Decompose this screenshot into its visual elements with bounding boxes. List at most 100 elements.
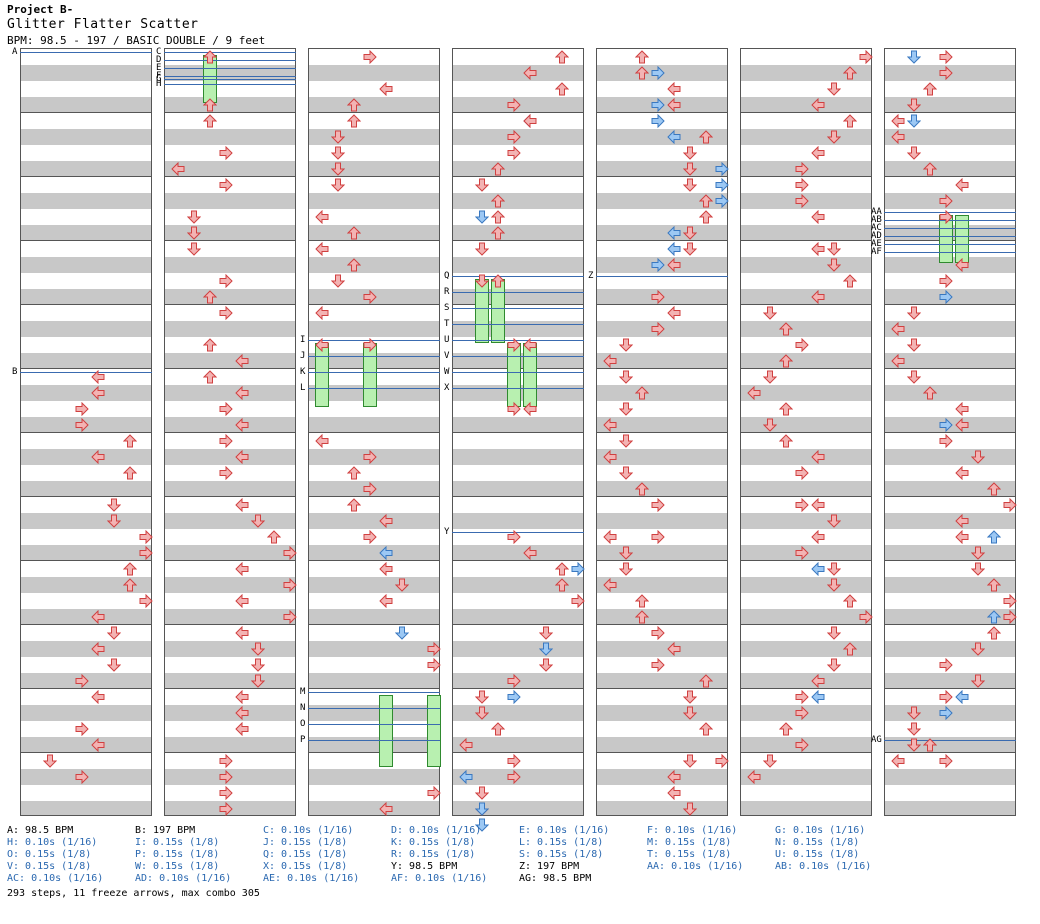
measure-line <box>21 240 151 241</box>
measure-line <box>21 432 151 433</box>
legend-bpm: B: 197 BPM <box>135 825 196 836</box>
right-arrow-icon <box>219 465 233 481</box>
measure-line <box>885 624 1015 625</box>
down-arrow-icon <box>250 641 266 656</box>
down-arrow-icon <box>106 497 122 512</box>
up-arrow-icon <box>346 97 362 112</box>
left-arrow-icon <box>811 689 825 705</box>
left-arrow-icon <box>811 97 825 113</box>
down-arrow-icon <box>906 369 922 384</box>
left-arrow-icon <box>891 353 905 369</box>
right-arrow-icon <box>1003 593 1017 609</box>
measure-line <box>309 752 439 753</box>
down-arrow-icon <box>906 737 922 752</box>
left-arrow-icon <box>603 417 617 433</box>
down-arrow-icon <box>330 161 346 176</box>
down-arrow-icon <box>618 465 634 480</box>
down-arrow-icon <box>474 273 490 288</box>
right-arrow-icon <box>219 273 233 289</box>
up-arrow-icon <box>922 161 938 176</box>
left-arrow-icon <box>811 497 825 513</box>
left-arrow-icon <box>91 609 105 625</box>
left-arrow-icon <box>91 385 105 401</box>
legend-stop: T: 0.15s (1/8) <box>647 849 732 860</box>
up-arrow-icon <box>698 129 714 144</box>
down-arrow-icon <box>906 49 922 64</box>
down-arrow-icon <box>618 433 634 448</box>
up-arrow-icon <box>202 369 218 384</box>
legend-stop: P: 0.15s (1/8) <box>135 849 220 860</box>
down-arrow-icon <box>826 561 842 576</box>
down-arrow-icon <box>906 705 922 720</box>
down-arrow-icon <box>42 753 58 768</box>
legend-stop: V: 0.15s (1/8) <box>7 861 92 872</box>
left-arrow-icon <box>523 65 537 81</box>
measure-line <box>309 112 439 113</box>
left-arrow-icon <box>667 225 681 241</box>
right-arrow-icon <box>75 401 89 417</box>
right-arrow-icon <box>939 49 953 65</box>
left-arrow-icon <box>379 561 393 577</box>
right-arrow-icon <box>715 161 729 177</box>
right-arrow-icon <box>939 193 953 209</box>
chart-column-1 <box>20 48 152 816</box>
down-arrow-icon <box>474 817 490 832</box>
measure-line <box>21 560 151 561</box>
up-arrow-icon <box>698 721 714 736</box>
down-arrow-icon <box>682 225 698 240</box>
right-arrow-icon <box>139 529 153 545</box>
right-arrow-icon <box>859 49 873 65</box>
right-arrow-icon <box>795 465 809 481</box>
up-arrow-icon <box>346 257 362 272</box>
right-arrow-icon <box>859 609 873 625</box>
right-arrow-icon <box>795 497 809 513</box>
down-arrow-icon <box>682 705 698 720</box>
freeze-arrow <box>955 215 969 263</box>
down-arrow-icon <box>330 177 346 192</box>
marker-label: R <box>444 287 450 297</box>
legend-stop: AE: 0.10s (1/16) <box>263 873 360 884</box>
measure-line <box>741 752 871 753</box>
up-arrow-icon <box>634 65 650 80</box>
measure-line <box>741 176 871 177</box>
chart-meta: BPM: 98.5 - 197 / BASIC DOUBLE / 9 feet <box>7 34 266 47</box>
up-arrow-icon <box>202 113 218 128</box>
marker-label: V <box>444 351 450 361</box>
measure-line <box>309 688 439 689</box>
up-arrow-icon <box>634 385 650 400</box>
up-arrow-icon <box>778 433 794 448</box>
down-arrow-icon <box>682 689 698 704</box>
up-arrow-icon <box>778 721 794 736</box>
up-arrow-icon <box>554 577 570 592</box>
measure-line <box>453 496 583 497</box>
stop-line <box>164 52 296 53</box>
left-arrow-icon <box>667 641 681 657</box>
measure-line <box>309 176 439 177</box>
left-arrow-icon <box>315 241 329 257</box>
left-arrow-icon <box>667 241 681 257</box>
down-arrow-icon <box>618 337 634 352</box>
measure-line <box>21 624 151 625</box>
up-arrow-icon <box>554 81 570 96</box>
left-arrow-icon <box>891 113 905 129</box>
left-arrow-icon <box>91 737 105 753</box>
down-arrow-icon <box>682 161 698 176</box>
up-arrow-icon <box>490 721 506 736</box>
left-arrow-icon <box>603 353 617 369</box>
marker-label: U <box>444 335 450 345</box>
right-arrow-icon <box>715 193 729 209</box>
up-arrow-icon <box>634 609 650 624</box>
left-arrow-icon <box>379 593 393 609</box>
freeze-arrow <box>491 279 505 343</box>
left-arrow-icon <box>811 529 825 545</box>
measure-line <box>597 240 727 241</box>
measure-line <box>165 496 295 497</box>
down-arrow-icon <box>826 81 842 96</box>
measure-line <box>453 688 583 689</box>
measure-line <box>165 560 295 561</box>
right-arrow-icon <box>219 177 233 193</box>
marker-label: X <box>444 383 450 393</box>
up-arrow-icon <box>490 273 506 288</box>
measure-line <box>885 304 1015 305</box>
up-arrow-icon <box>922 737 938 752</box>
